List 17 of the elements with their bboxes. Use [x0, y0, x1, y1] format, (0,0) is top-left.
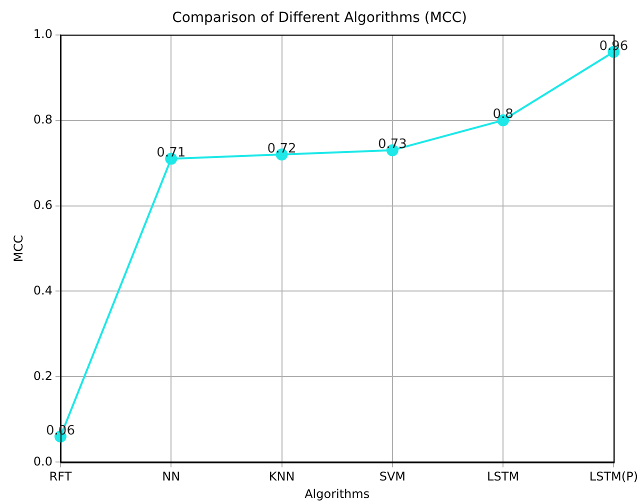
- data-label: 0.72: [267, 141, 296, 156]
- y-tick-label: 0.6: [33, 198, 52, 212]
- y-tick-label: 0.4: [33, 283, 52, 298]
- x-axis-title: Algorithms: [304, 486, 370, 501]
- y-tick-label: 0.0: [33, 454, 52, 468]
- x-tick-label: LSTM: [487, 470, 520, 484]
- y-axis-title: MCC: [11, 234, 26, 262]
- x-tick-label: KNN: [268, 470, 295, 484]
- x-tick-label: LSTM(P): [589, 470, 638, 484]
- x-tick-label: NN: [162, 470, 180, 484]
- x-tick-label: SVM: [379, 470, 406, 484]
- y-tick-label: 1.0: [33, 26, 52, 41]
- y-tick-label: 0.2: [33, 368, 52, 383]
- y-tick-label: 0.8: [33, 112, 52, 126]
- x-tick-label: RFT: [49, 470, 72, 484]
- data-label: 0.71: [156, 146, 186, 161]
- chart-title: Comparison of Different Algorithms (MCC): [172, 10, 467, 26]
